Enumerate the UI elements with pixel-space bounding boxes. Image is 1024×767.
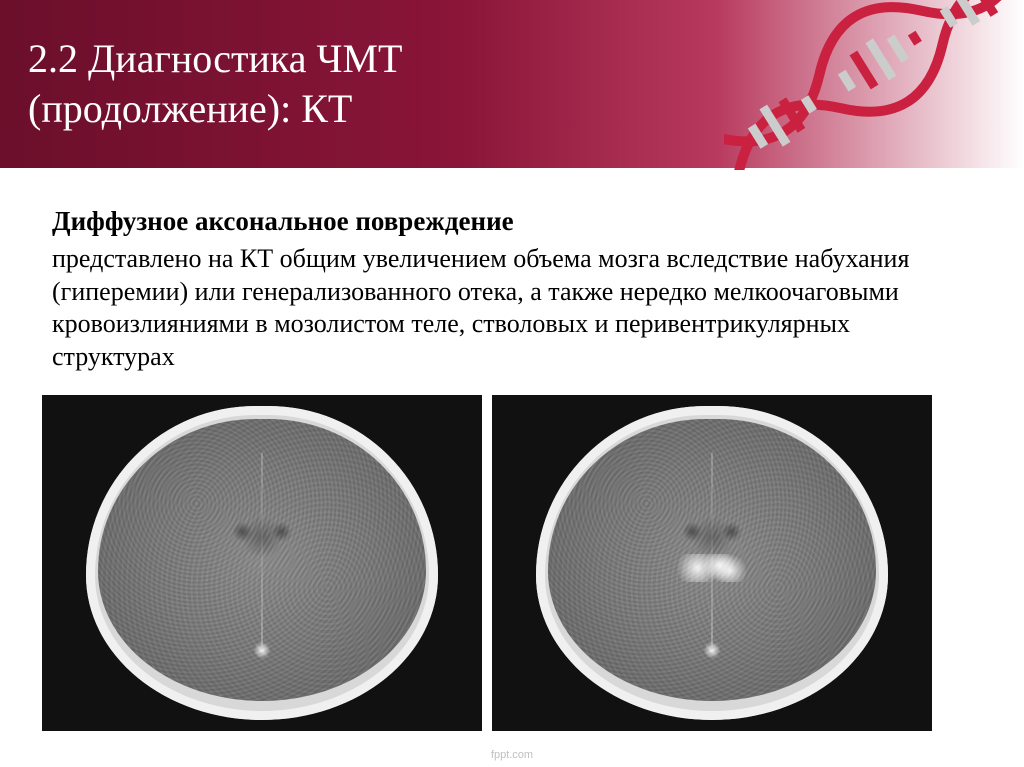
slide-title: 2.2 Диагностика ЧМТ (продолжение): КТ xyxy=(28,34,402,134)
ct-axial-scan-right xyxy=(512,403,912,723)
title-line-1: 2.2 Диагностика ЧМТ xyxy=(28,36,402,81)
brain-midline xyxy=(711,453,713,650)
brain-parenchyma xyxy=(98,419,426,701)
ct-scan-right-frame xyxy=(492,395,932,731)
ct-axial-scan-left xyxy=(62,403,462,723)
brain-parenchyma-swollen xyxy=(548,419,876,701)
content-subheading: Диффузное аксональное повреждение xyxy=(52,206,972,237)
slide-footer-credit: fppt.com xyxy=(0,749,1024,761)
ct-scan-row xyxy=(42,395,972,731)
title-line-2: (продолжение): КТ xyxy=(28,86,352,131)
slide-header: 2.2 Диагностика ЧМТ (продолжение): КТ xyxy=(0,0,1024,168)
content-body-text: представлено на КТ общим увеличением объ… xyxy=(52,243,972,373)
ct-scan-left-frame xyxy=(42,395,482,731)
slide-body: Диффузное аксональное повреждение предст… xyxy=(0,168,1024,743)
dna-helix-decoration xyxy=(724,0,1004,170)
brain-midline xyxy=(261,453,263,650)
